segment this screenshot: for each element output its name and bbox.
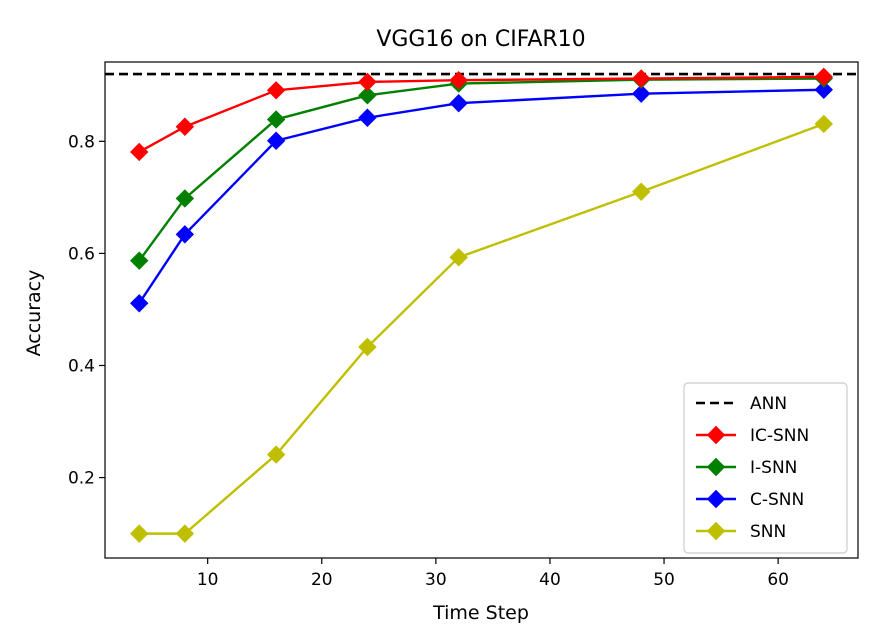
x-tick-label: 20 (311, 570, 333, 590)
data-point-c-snn (632, 84, 651, 103)
data-point-c-snn (130, 294, 149, 313)
legend-marker-i-snn (706, 457, 726, 477)
chart-title: VGG16 on CIFAR10 (376, 27, 585, 52)
x-axis-label: Time Step (432, 602, 529, 624)
legend-marker-c-snn (706, 489, 726, 509)
legend: ANN IC-SNN I-SNN C-SNN SNN (683, 382, 848, 554)
legend-label-i-snn: I-SNN (750, 458, 797, 478)
data-point-snn (130, 524, 149, 543)
legend-label-snn: SNN (750, 522, 786, 542)
x-tick-label: 40 (539, 570, 561, 590)
plot-frame (104, 61, 859, 559)
x-tick-label: 50 (653, 570, 675, 590)
data-point-snn (814, 114, 833, 134)
data-point-c-snn (814, 80, 833, 99)
data-point-ic-snn (814, 67, 833, 87)
data-point-ic-snn (130, 142, 149, 162)
y-tick-label: 0.6 (68, 244, 95, 264)
data-point-i-snn (175, 189, 195, 208)
data-point-c-snn (175, 225, 195, 244)
y-tick-label: 0.8 (68, 132, 95, 152)
y-axis-label: Accuracy (23, 270, 45, 357)
x-tick-label: 30 (425, 570, 447, 590)
legend-marker-ic-snn (706, 425, 726, 445)
legend-marker-snn (706, 521, 726, 541)
data-point-ic-snn (632, 69, 651, 88)
legend-label-ann: ANN (750, 394, 787, 414)
data-point-i-snn (266, 110, 286, 129)
x-tick-label: 60 (767, 570, 789, 590)
y-tick-label: 0.4 (68, 356, 95, 376)
data-point-ic-snn (175, 117, 195, 136)
data-point-snn (449, 248, 468, 267)
data-point-c-snn (449, 93, 468, 113)
x-tick-label: 10 (197, 570, 219, 590)
legend-box (683, 382, 848, 554)
legend-label-ic-snn: IC-SNN (750, 426, 809, 446)
data-point-i-snn (358, 86, 377, 105)
data-point-i-snn (130, 251, 149, 270)
plot-area: 10 20 30 40 50 60 0.2 0.4 0.6 0.8 (68, 61, 859, 590)
legend-label-c-snn: C-SNN (750, 490, 804, 510)
data-point-c-snn (358, 108, 377, 127)
y-tick-label: 0.2 (68, 469, 95, 489)
data-point-ic-snn (266, 81, 286, 100)
data-point-snn (358, 337, 377, 357)
data-point-snn (266, 445, 286, 464)
data-point-ic-snn (358, 72, 377, 92)
data-point-ic-snn (449, 71, 468, 90)
data-point-snn (175, 524, 195, 543)
data-point-c-snn (266, 131, 286, 150)
data-point-snn (632, 182, 651, 201)
